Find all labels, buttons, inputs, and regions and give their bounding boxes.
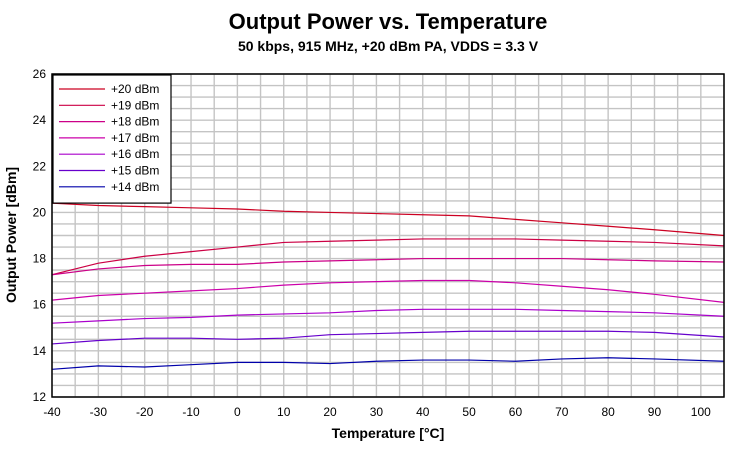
y-tick-label: 18 — [33, 252, 47, 266]
x-tick-label: 90 — [648, 405, 662, 419]
x-tick-label: 40 — [416, 405, 430, 419]
legend-label: +16 dBm — [111, 147, 159, 161]
legend-label: +15 dBm — [111, 164, 159, 178]
x-tick-label: -30 — [90, 405, 108, 419]
series-line-0 — [51, 202, 725, 237]
series-line-2 — [51, 257, 725, 276]
x-tick-label: 60 — [509, 405, 523, 419]
x-tick-label: 80 — [601, 405, 615, 419]
x-tick-label: -10 — [182, 405, 200, 419]
series-line-6 — [51, 357, 725, 370]
legend-box — [52, 74, 172, 204]
y-axis-label: Output Power [dBm] — [3, 167, 19, 303]
x-tick-label: 30 — [370, 405, 384, 419]
y-tick-label: 24 — [33, 113, 47, 127]
series-line-1 — [51, 238, 725, 276]
x-tick-labels: -40 -30 -20 -10 0 10 20 30 40 50 60 70 80 90 100 — [43, 405, 711, 419]
chart-subtitle: 50 kbps, 915 MHz, +20 dBm PA, VDDS = 3.3… — [238, 38, 539, 54]
chart-title: Output Power vs. Temperature — [229, 9, 548, 34]
plot-frame — [51, 73, 725, 398]
y-tick-label: 20 — [33, 205, 47, 219]
x-tick-label: 70 — [555, 405, 569, 419]
x-tick-label: 0 — [234, 405, 241, 419]
x-tick-label: -20 — [136, 405, 154, 419]
x-tick-label: 20 — [323, 405, 337, 419]
legend-label: +14 dBm — [111, 180, 159, 194]
series-line-4 — [51, 308, 725, 324]
legend-label: +17 dBm — [111, 131, 159, 145]
x-axis-label: Temperature [°C] — [332, 425, 445, 441]
legend-label: +20 dBm — [111, 82, 159, 96]
y-tick-label: 22 — [33, 159, 47, 173]
y-tick-label: 14 — [33, 344, 47, 358]
y-tick-label: 12 — [33, 390, 47, 404]
y-tick-label: 16 — [33, 298, 47, 312]
legend-label: +18 dBm — [111, 115, 159, 129]
legend: +20 dBm +19 dBm +18 dBm +17 dBm +16 dBm +15 d… — [52, 74, 172, 204]
series-line-5 — [51, 330, 725, 345]
x-tick-label: 100 — [691, 405, 711, 419]
x-tick-label: 10 — [277, 405, 291, 419]
series-line-3 — [51, 279, 725, 304]
series-lines — [51, 202, 725, 370]
y-tick-label: 26 — [33, 67, 47, 81]
x-tick-label: 50 — [462, 405, 476, 419]
y-tick-labels: 12 14 16 18 20 22 24 26 — [33, 67, 47, 404]
legend-label: +19 dBm — [111, 98, 159, 112]
x-tick-label: -40 — [43, 405, 61, 419]
